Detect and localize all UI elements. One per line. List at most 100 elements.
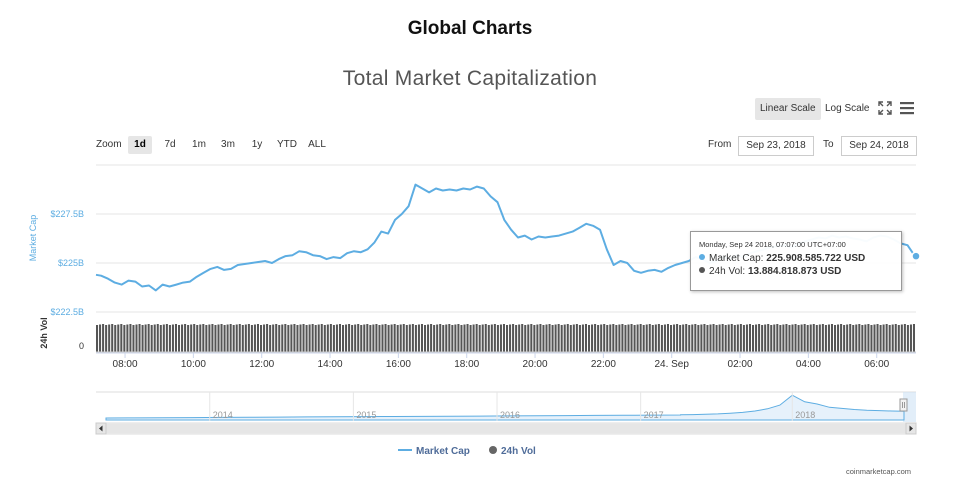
volume-bar — [506, 325, 509, 352]
zoom-1m-button[interactable]: 1m — [192, 139, 206, 150]
volume-bar — [496, 325, 499, 352]
volume-bar — [509, 324, 512, 352]
volume-bar — [539, 324, 542, 352]
volume-bar — [600, 324, 603, 352]
volume-bar — [408, 324, 411, 352]
volume-bar — [208, 324, 211, 352]
volume-bar — [818, 324, 821, 352]
volume-bar — [906, 325, 909, 352]
volume-bars — [96, 324, 916, 353]
volume-bar — [332, 325, 335, 352]
volume-bar — [411, 324, 414, 352]
volume-bar — [393, 324, 396, 352]
volume-bar — [108, 324, 111, 352]
to-label: To — [823, 139, 834, 150]
volume-bar — [545, 324, 548, 352]
fullscreen-icon[interactable] — [878, 101, 892, 115]
volume-bar — [621, 324, 624, 352]
volume-bar — [739, 324, 742, 352]
menu-icon[interactable] — [899, 101, 915, 115]
log-scale-button[interactable]: Log Scale — [825, 103, 870, 114]
volume-bar — [803, 324, 806, 352]
volume-bar — [840, 324, 843, 352]
zoom-7d-button[interactable]: 7d — [164, 139, 176, 150]
volume-bar — [903, 324, 906, 352]
volume-bar — [755, 324, 758, 352]
volume-bar — [636, 324, 639, 352]
volume-bar — [378, 325, 381, 352]
navigator[interactable]: 2014 2015 2016 2017 2018 — [96, 391, 916, 422]
tooltip-volume-row: 24h Vol: 13.884.818.873 USD — [699, 266, 841, 277]
x-tick-label: 24. Sep — [654, 359, 689, 370]
volume-bar — [861, 325, 864, 352]
volume-bar — [205, 325, 208, 352]
volume-bar — [138, 324, 141, 352]
volume-bar — [162, 324, 165, 352]
from-date-input[interactable] — [738, 136, 814, 156]
zoom-ytd-button[interactable]: YTD — [277, 139, 297, 150]
legend-volume[interactable]: 24h Vol — [489, 446, 536, 457]
volume-bar — [414, 325, 417, 352]
volume-bar — [399, 324, 402, 352]
volume-bar — [566, 324, 569, 352]
volume-bar — [287, 325, 290, 352]
volume-bar — [214, 325, 217, 352]
volume-bar — [357, 324, 360, 352]
volume-bar — [758, 324, 761, 352]
volume-bar — [102, 324, 105, 352]
legend-market-cap[interactable]: Market Cap — [398, 446, 470, 457]
volume-bar — [132, 325, 135, 352]
volume-bar — [232, 325, 235, 352]
volume-bar — [800, 324, 803, 352]
volume-bar — [700, 324, 703, 352]
volume-bar — [442, 325, 445, 352]
volume-bar — [420, 324, 423, 352]
volume-bar — [159, 325, 162, 352]
tooltip-volume-value: 13.884.818.873 USD — [747, 266, 842, 277]
scrollbar[interactable] — [95, 422, 917, 435]
volume-bar — [657, 324, 660, 352]
volume-bar — [405, 325, 408, 352]
zoom-1y-button[interactable]: 1y — [251, 139, 263, 150]
volume-bar — [384, 324, 387, 352]
volume-bar — [105, 325, 108, 352]
volume-bar — [779, 325, 782, 352]
zoom-1d-button[interactable]: 1d — [128, 136, 152, 154]
vol-axis-labels: 0 — [79, 341, 84, 351]
x-tick-label: 04:00 — [796, 359, 821, 370]
volume-bar — [912, 324, 915, 352]
volume-bar — [554, 324, 557, 352]
to-date-input[interactable] — [841, 136, 917, 156]
tooltip-market-cap-label: Market Cap: — [709, 253, 764, 264]
zoom-all-button[interactable]: ALL — [308, 139, 326, 150]
y-tick-label: $225B — [58, 258, 84, 268]
volume-bar — [682, 324, 685, 352]
volume-bar — [174, 324, 177, 352]
volume-bar — [536, 324, 539, 352]
x-tick-label: 10:00 — [181, 359, 206, 370]
volume-bar — [688, 325, 691, 352]
volume-bar — [129, 324, 132, 352]
volume-bar — [578, 325, 581, 352]
linear-scale-button[interactable]: Linear Scale — [755, 98, 821, 120]
volume-bar — [730, 324, 733, 352]
volume-bar — [250, 325, 253, 352]
navigator-year-label: 2018 — [795, 410, 815, 420]
navigator-year-label: 2015 — [356, 410, 376, 420]
volume-bar — [433, 325, 436, 352]
volume-bar — [849, 324, 852, 352]
volume-bar — [302, 324, 305, 352]
volume-bar — [806, 325, 809, 352]
volume-bar — [724, 325, 727, 352]
volume-bar — [211, 324, 214, 352]
volume-bar — [679, 325, 682, 352]
volume-bar — [153, 324, 156, 352]
volume-bar — [809, 324, 812, 352]
volume-bar — [584, 324, 587, 352]
credit-link[interactable]: coinmarketcap.com — [846, 467, 912, 476]
volume-bar — [235, 324, 238, 352]
zoom-3m-button[interactable]: 3m — [221, 139, 235, 150]
navigator-handle[interactable] — [899, 398, 908, 412]
from-label: From — [708, 139, 732, 150]
